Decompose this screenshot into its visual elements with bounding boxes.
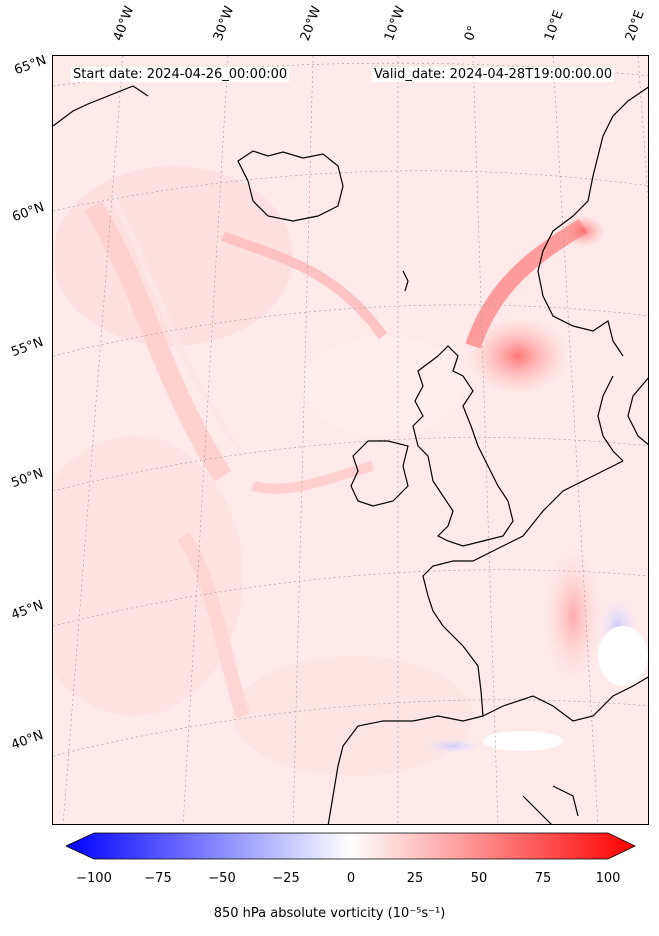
cbar-tick: −25 xyxy=(272,871,300,886)
cbar-tick: −75 xyxy=(144,871,172,886)
cbar-tick: 25 xyxy=(406,871,424,886)
cbar-tick: −100 xyxy=(76,871,112,886)
lon-label-20w: 20°W xyxy=(297,4,325,43)
cbar-tick: 100 xyxy=(595,871,621,886)
colorbar xyxy=(65,832,636,866)
lon-label-40w: 40°W xyxy=(110,4,138,43)
lon-label-20e: 20°E xyxy=(622,8,648,44)
lon-label-10e: 10°E xyxy=(541,8,567,44)
colorbar-title: 850 hPa absolute vorticity (10⁻⁵s⁻¹) xyxy=(213,906,446,921)
lat-label-50n: 50°N xyxy=(9,465,46,492)
map-panel xyxy=(52,55,649,825)
lat-label-40n: 40°N xyxy=(9,727,46,754)
lat-label-45n: 45°N xyxy=(9,597,46,624)
cbar-tick: 75 xyxy=(534,871,552,886)
cbar-tick: 50 xyxy=(470,871,488,886)
valid-date-label: Valid_date: 2024-04-28T19:00:00.00 xyxy=(372,67,615,82)
vorticity-field xyxy=(53,56,648,824)
lat-label-60n: 60°N xyxy=(10,199,47,226)
cbar-tick: −50 xyxy=(208,871,236,886)
lat-label-55n: 55°N xyxy=(9,334,46,361)
lat-label-65n: 65°N xyxy=(12,52,49,79)
cbar-tick: 0 xyxy=(346,871,356,886)
lon-label-10w: 10°W xyxy=(381,4,409,43)
lon-label-0: 0° xyxy=(461,23,482,43)
start-date-label: Start date: 2024-04-26_00:00:00 xyxy=(71,67,290,82)
colorbar-bar xyxy=(65,832,636,860)
coastlines xyxy=(53,85,648,824)
lon-label-30w: 30°W xyxy=(210,4,238,43)
graticule xyxy=(53,56,648,824)
